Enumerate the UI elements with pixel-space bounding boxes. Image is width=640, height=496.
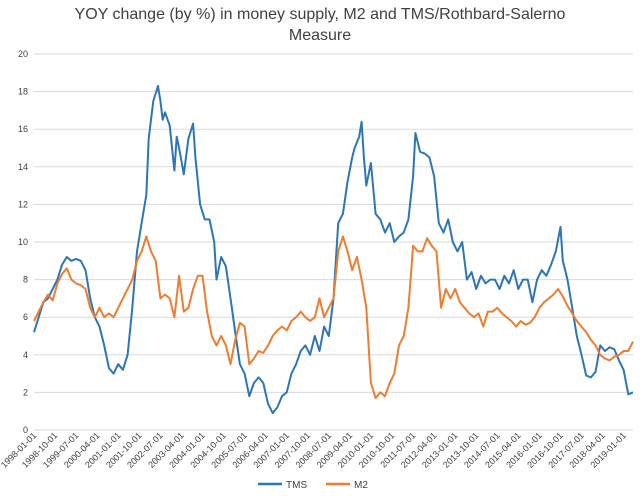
- y-tick-label: 20: [18, 49, 28, 59]
- chart-title-line2: Measure: [289, 27, 351, 44]
- series-line-tms: [33, 85, 634, 415]
- y-axis-ticks: 0 2 4 6 8 10 12 14 16 18 20: [18, 49, 28, 435]
- legend-label-m2: M2: [354, 480, 368, 491]
- y-tick-label: 18: [18, 87, 28, 97]
- y-tick-label: 0: [23, 425, 28, 435]
- y-tick-label: 4: [23, 350, 28, 360]
- x-axis-ticks: 1998-01-011998-10-011999-07-012000-04-01…: [0, 430, 628, 470]
- legend-label-tms: TMS: [286, 480, 307, 491]
- y-tick-label: 6: [23, 312, 28, 322]
- gridlines: [34, 53, 633, 431]
- y-tick-label: 16: [18, 124, 28, 134]
- series-lines: [33, 85, 634, 415]
- y-tick-label: 8: [23, 275, 28, 285]
- y-tick-label: 2: [23, 387, 28, 397]
- y-tick-label: 10: [18, 237, 28, 247]
- series-line-m2: [33, 235, 634, 399]
- chart-title: YOY change (by %) in money supply, M2 an…: [75, 6, 566, 23]
- y-tick-label: 12: [18, 199, 28, 209]
- legend: TMS M2: [258, 480, 368, 491]
- y-tick-label: 14: [18, 162, 28, 172]
